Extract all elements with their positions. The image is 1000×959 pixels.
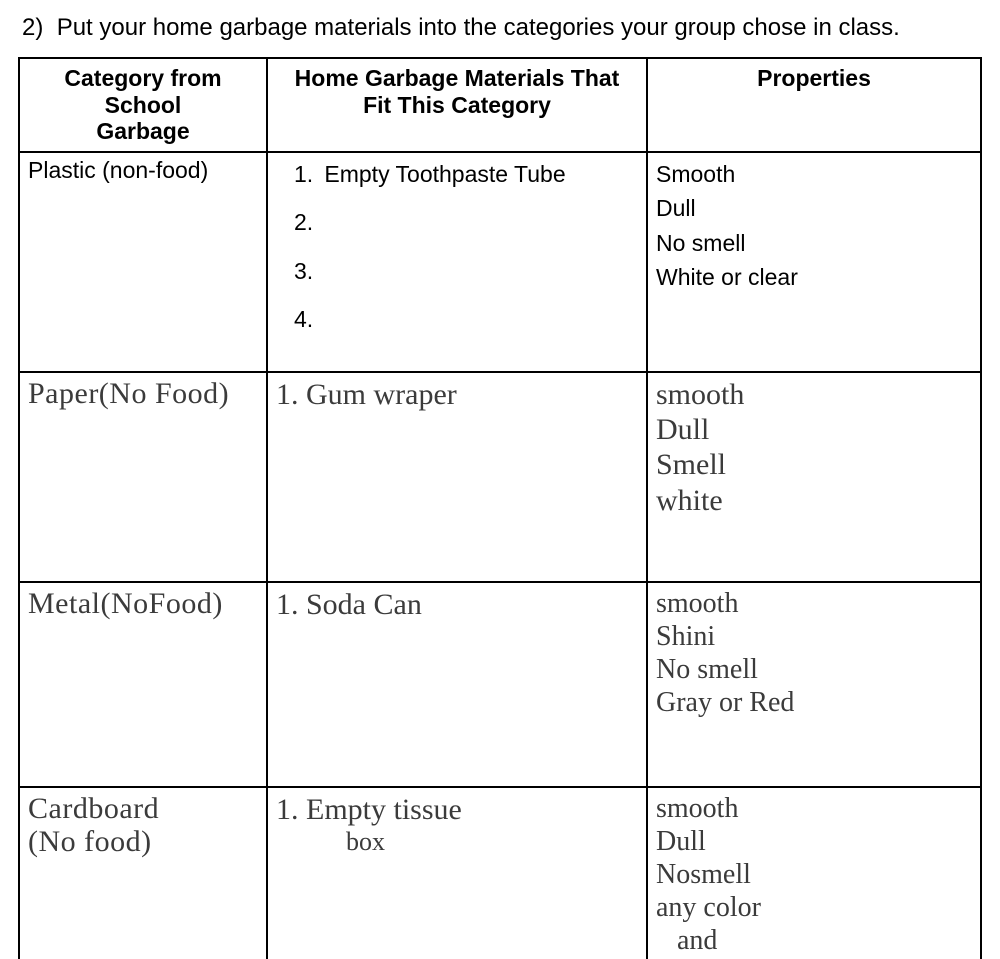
cell-properties: Smooth Dull No smell White or clear bbox=[647, 152, 981, 372]
property-text: any color bbox=[656, 891, 972, 924]
item-number: 4. bbox=[294, 302, 318, 337]
property-text: smooth bbox=[656, 792, 972, 825]
item-text: 1. Empty tissue bbox=[276, 792, 638, 827]
category-text: (No food) bbox=[28, 825, 258, 858]
property-text: Shini bbox=[656, 620, 972, 653]
property-text: Dull bbox=[656, 412, 972, 447]
item-text: Empty Toothpaste Tube bbox=[324, 161, 565, 187]
cell-category: Cardboard (No food) bbox=[19, 787, 267, 959]
cell-category: Plastic (non-food) bbox=[19, 152, 267, 372]
property-text: smooth bbox=[656, 377, 972, 412]
item-text: Gum wraper bbox=[306, 378, 457, 411]
category-text: Paper(No Food) bbox=[28, 377, 229, 410]
cell-category: Paper(No Food) bbox=[19, 372, 267, 582]
header-text: Properties bbox=[757, 65, 871, 91]
cell-properties: smooth Dull Smell white bbox=[647, 372, 981, 582]
item-text: box bbox=[276, 827, 638, 858]
header-properties: Properties bbox=[647, 58, 981, 151]
header-materials: Home Garbage Materials That Fit This Cat… bbox=[267, 58, 647, 151]
table-header-row: Category from School Garbage Home Garbag… bbox=[19, 58, 981, 151]
worksheet-page: 2) Put your home garbage materials into … bbox=[0, 0, 1000, 959]
question-text: Put your home garbage materials into the… bbox=[57, 14, 900, 41]
header-text: Garbage bbox=[96, 118, 189, 144]
question-number: 2) bbox=[22, 14, 43, 41]
property-text: Dull bbox=[656, 191, 972, 226]
item-number: 3. bbox=[294, 254, 318, 289]
question-prompt: 2) Put your home garbage materials into … bbox=[22, 12, 982, 43]
header-text: Fit This Category bbox=[363, 92, 551, 118]
header-text: Category from School bbox=[64, 65, 221, 117]
property-text: Nosmell bbox=[656, 858, 972, 891]
category-text: Plastic (non-food) bbox=[28, 157, 208, 183]
property-text: No smell bbox=[656, 653, 972, 686]
cell-materials: 1. Gum wraper bbox=[267, 372, 647, 582]
item-text: Soda Can bbox=[306, 588, 422, 621]
cell-properties: smooth Dull Nosmell any color and Design bbox=[647, 787, 981, 959]
property-text: Smooth bbox=[656, 157, 972, 192]
property-text: smooth bbox=[656, 587, 972, 620]
property-text: and bbox=[656, 924, 972, 957]
item-number: 1. bbox=[294, 157, 318, 192]
table-row: Plastic (non-food) 1. Empty Toothpaste T… bbox=[19, 152, 981, 372]
garbage-table: Category from School Garbage Home Garbag… bbox=[18, 57, 982, 959]
property-text: Dull bbox=[656, 825, 972, 858]
item-number: 1. bbox=[276, 588, 299, 621]
header-text: Home Garbage Materials That bbox=[295, 65, 620, 91]
cell-materials: 1. Empty Toothpaste Tube 2. 3. 4. bbox=[267, 152, 647, 372]
table-row: Cardboard (No food) 1. Empty tissue box … bbox=[19, 787, 981, 959]
table-row: Metal(NoFood) 1. Soda Can smooth Shini N… bbox=[19, 582, 981, 787]
header-category: Category from School Garbage bbox=[19, 58, 267, 151]
table-row: Paper(No Food) 1. Gum wraper smooth Dull… bbox=[19, 372, 981, 582]
item-number: 1. bbox=[276, 378, 299, 411]
category-text: Metal(NoFood) bbox=[28, 587, 223, 620]
cell-properties: smooth Shini No smell Gray or Red bbox=[647, 582, 981, 787]
cell-materials: 1. Empty tissue box bbox=[267, 787, 647, 959]
property-text: Gray or Red bbox=[656, 686, 972, 719]
property-text: No smell bbox=[656, 226, 972, 261]
property-text: Smell bbox=[656, 447, 972, 482]
property-text: white bbox=[656, 483, 972, 518]
cell-materials: 1. Soda Can bbox=[267, 582, 647, 787]
item-number: 2. bbox=[294, 205, 318, 240]
category-text: Cardboard bbox=[28, 792, 258, 825]
property-text: White or clear bbox=[656, 260, 972, 295]
cell-category: Metal(NoFood) bbox=[19, 582, 267, 787]
